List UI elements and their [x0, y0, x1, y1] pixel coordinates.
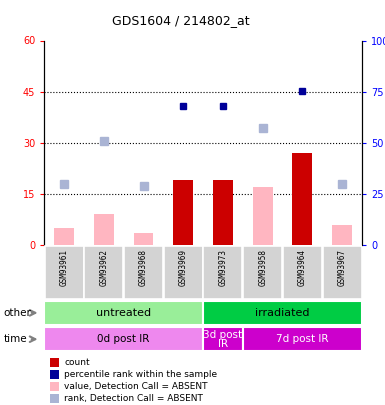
- Text: GSM93961: GSM93961: [60, 249, 69, 286]
- FancyBboxPatch shape: [84, 245, 123, 299]
- Text: GSM93958: GSM93958: [258, 249, 267, 286]
- Text: percentile rank within the sample: percentile rank within the sample: [64, 370, 218, 379]
- Bar: [332, 224, 352, 245]
- FancyBboxPatch shape: [45, 245, 84, 299]
- Bar: [173, 180, 193, 245]
- Text: 0d post IR: 0d post IR: [97, 334, 150, 344]
- Bar: [50, 358, 59, 367]
- Text: GDS1604 / 214802_at: GDS1604 / 214802_at: [112, 14, 250, 27]
- Text: GSM93962: GSM93962: [99, 249, 108, 286]
- Text: untreated: untreated: [96, 308, 151, 318]
- Text: 3d post
IR: 3d post IR: [203, 330, 243, 349]
- Text: GSM93964: GSM93964: [298, 249, 307, 286]
- Text: irradiated: irradiated: [255, 308, 310, 318]
- Bar: [94, 214, 114, 245]
- Text: GSM93967: GSM93967: [338, 249, 346, 286]
- FancyBboxPatch shape: [203, 327, 243, 351]
- Text: count: count: [64, 358, 90, 367]
- FancyBboxPatch shape: [323, 245, 362, 299]
- Bar: [213, 180, 233, 245]
- Text: other: other: [4, 308, 32, 318]
- Bar: [253, 187, 273, 245]
- Bar: [293, 153, 312, 245]
- FancyBboxPatch shape: [203, 301, 362, 325]
- FancyBboxPatch shape: [243, 245, 282, 299]
- Bar: [50, 394, 59, 403]
- Text: GSM93968: GSM93968: [139, 249, 148, 286]
- Text: rank, Detection Call = ABSENT: rank, Detection Call = ABSENT: [64, 394, 203, 403]
- FancyBboxPatch shape: [164, 245, 203, 299]
- FancyBboxPatch shape: [44, 301, 203, 325]
- FancyBboxPatch shape: [204, 245, 243, 299]
- Text: GSM93973: GSM93973: [218, 249, 228, 286]
- Bar: [54, 228, 74, 245]
- FancyBboxPatch shape: [283, 245, 322, 299]
- Text: time: time: [4, 334, 27, 344]
- Text: GSM93969: GSM93969: [179, 249, 188, 286]
- Bar: [50, 382, 59, 391]
- FancyBboxPatch shape: [243, 327, 362, 351]
- FancyBboxPatch shape: [124, 245, 163, 299]
- Bar: [50, 370, 59, 379]
- FancyBboxPatch shape: [44, 327, 203, 351]
- Text: value, Detection Call = ABSENT: value, Detection Call = ABSENT: [64, 382, 208, 391]
- Text: 7d post IR: 7d post IR: [276, 334, 328, 344]
- Bar: [134, 233, 154, 245]
